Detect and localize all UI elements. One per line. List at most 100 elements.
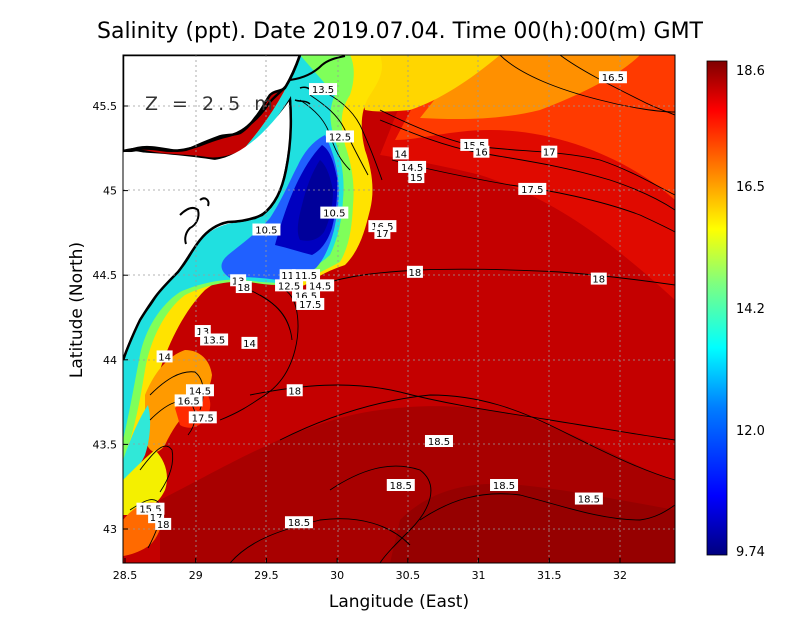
contour-label-text: 14.5 xyxy=(401,163,423,174)
contour-label: 13.5 xyxy=(309,83,337,96)
colorbar xyxy=(706,60,728,556)
contour-label-bg xyxy=(200,333,229,346)
contour-label-bg xyxy=(306,279,335,292)
contour-label: 18 xyxy=(590,272,607,286)
contour-label-bg xyxy=(574,492,603,505)
contour-label: 17.5 xyxy=(296,297,325,311)
contour-label: 12.5 xyxy=(275,279,304,292)
contour-label: 16 xyxy=(473,145,490,159)
contour-label: 14.5 xyxy=(185,384,214,397)
x-axis-ticks: 28.5 29 29.5 30 30.5 31 31.5 32 xyxy=(113,558,627,582)
plot-frame xyxy=(122,54,676,564)
southwest-coastal-cyan xyxy=(123,405,151,480)
colorbar-ticks: 18.6 16.5 14.2 12.0 9.74 xyxy=(736,64,765,560)
contour-label-text: 13.5 xyxy=(203,335,225,346)
contour-label: 13.5 xyxy=(200,333,229,346)
y-axis-ticks: 43 43.5 44 44.5 45 45.5 xyxy=(93,100,128,536)
contour-label-bg xyxy=(392,147,409,160)
contour-label-text: 14 xyxy=(394,149,407,160)
depth-annotation: Z = 2.5 m xyxy=(145,93,277,115)
contour-label-bg xyxy=(490,479,519,492)
contour-label-text: 16.5 xyxy=(602,73,624,84)
contour-label-bg xyxy=(292,269,321,282)
contour-label-text: 14.5 xyxy=(189,386,211,397)
contour-label-text: 17.5 xyxy=(521,185,543,196)
darkest-sea-region xyxy=(390,483,675,563)
contour-label-text: 12.5 xyxy=(329,132,351,143)
contour-label-text: 10.5 xyxy=(255,226,277,237)
contour-label-bg xyxy=(279,269,296,282)
contour-label-bg xyxy=(406,265,423,278)
x-tick-label: 30 xyxy=(330,569,344,582)
contour-label: 10.5 xyxy=(320,206,349,220)
contour-lines xyxy=(129,55,675,563)
contour-label-bg xyxy=(398,160,427,173)
contour-label-bg xyxy=(320,206,349,219)
contour-label: 17.5 xyxy=(188,411,217,424)
contour-label-bg xyxy=(386,479,415,492)
contour-label-bg xyxy=(235,281,252,294)
contour-label-bg xyxy=(155,517,172,530)
contour-label-bg xyxy=(188,411,217,424)
colorbar-tick-label: 12.0 xyxy=(736,424,765,439)
contour-label-text: 14 xyxy=(158,352,171,363)
y-tick-label: 44.5 xyxy=(93,269,118,282)
contour-label-text: 18 xyxy=(157,520,170,531)
contour-label-bg xyxy=(296,297,325,310)
contour-label-text: 18.5 xyxy=(578,495,600,506)
contour-label: 17 xyxy=(541,145,558,159)
y-axis-title: Latitude (North) xyxy=(67,242,87,378)
contour-label-text: 12.5 xyxy=(278,281,300,292)
x-axis-title: Langitude (East) xyxy=(329,592,469,612)
contour-label: 18 xyxy=(155,517,172,531)
contour-label-text: 11 xyxy=(281,271,294,282)
contour-label-bg xyxy=(598,71,627,84)
contour-label-bg xyxy=(174,394,203,407)
contour-label-text: 17.5 xyxy=(192,413,214,424)
y-tick-label: 44 xyxy=(103,354,117,367)
x-tick-label: 31 xyxy=(472,569,486,582)
contour-label: 15 xyxy=(408,171,425,184)
contour-label: 17.5 xyxy=(518,182,547,196)
contour-label: 11.5 xyxy=(292,269,321,282)
contour-label-bg xyxy=(374,226,391,239)
contour-label-text: 18 xyxy=(237,283,250,294)
contour-label-text: 17.5 xyxy=(299,300,321,311)
northeast-band-lightyellow xyxy=(350,55,500,112)
contour-label-text: 16.5 xyxy=(178,396,200,407)
contour-label-bg xyxy=(408,171,425,184)
contour-label-text: 18 xyxy=(409,268,422,279)
x-tick-label: 31.5 xyxy=(537,569,562,582)
contour-label-bg xyxy=(541,145,558,158)
contour-label: 14.5 xyxy=(398,160,427,174)
chart-title: Salinity (ppt). Date 2019.07.04. Time 00… xyxy=(97,19,704,44)
contour-label: 14.5 xyxy=(306,279,335,292)
contour-label-text: 16 xyxy=(475,148,488,159)
map-field: 13.516.512.51415.5161714.51517.510.510.5… xyxy=(123,55,675,563)
contour-label: 11 xyxy=(279,269,296,282)
contour-label-text: 13 xyxy=(196,327,209,338)
x-tick-label: 29.5 xyxy=(254,569,279,582)
contour-label-text: 14 xyxy=(243,339,256,350)
coastline xyxy=(123,55,302,153)
contour-label: 14 xyxy=(392,147,409,160)
contour-label-text: 15.5 xyxy=(139,505,161,516)
y-tick-label: 43.5 xyxy=(93,438,118,451)
contour-label: 18.5 xyxy=(490,479,519,492)
contour-label: 18 xyxy=(286,384,303,397)
colorbar-tick-label: 14.2 xyxy=(736,302,765,317)
coastline-delta xyxy=(123,99,293,361)
contour-label-text: 18.5 xyxy=(428,437,450,448)
contour-label-bg xyxy=(424,435,453,448)
contour-label-bg xyxy=(286,384,303,397)
contour-label-text: 18.5 xyxy=(493,481,515,492)
y-tick-label: 43 xyxy=(103,523,117,536)
southwest-coastal-yellow xyxy=(123,450,167,515)
contour-label-text: 15 xyxy=(410,173,423,184)
contour-label: 18 xyxy=(406,265,423,279)
contour-label: 16.5 xyxy=(598,71,627,84)
x-tick-label: 32 xyxy=(613,569,627,582)
contour-label-text: 17 xyxy=(376,229,389,240)
contour-label-text: 13.5 xyxy=(312,85,334,96)
